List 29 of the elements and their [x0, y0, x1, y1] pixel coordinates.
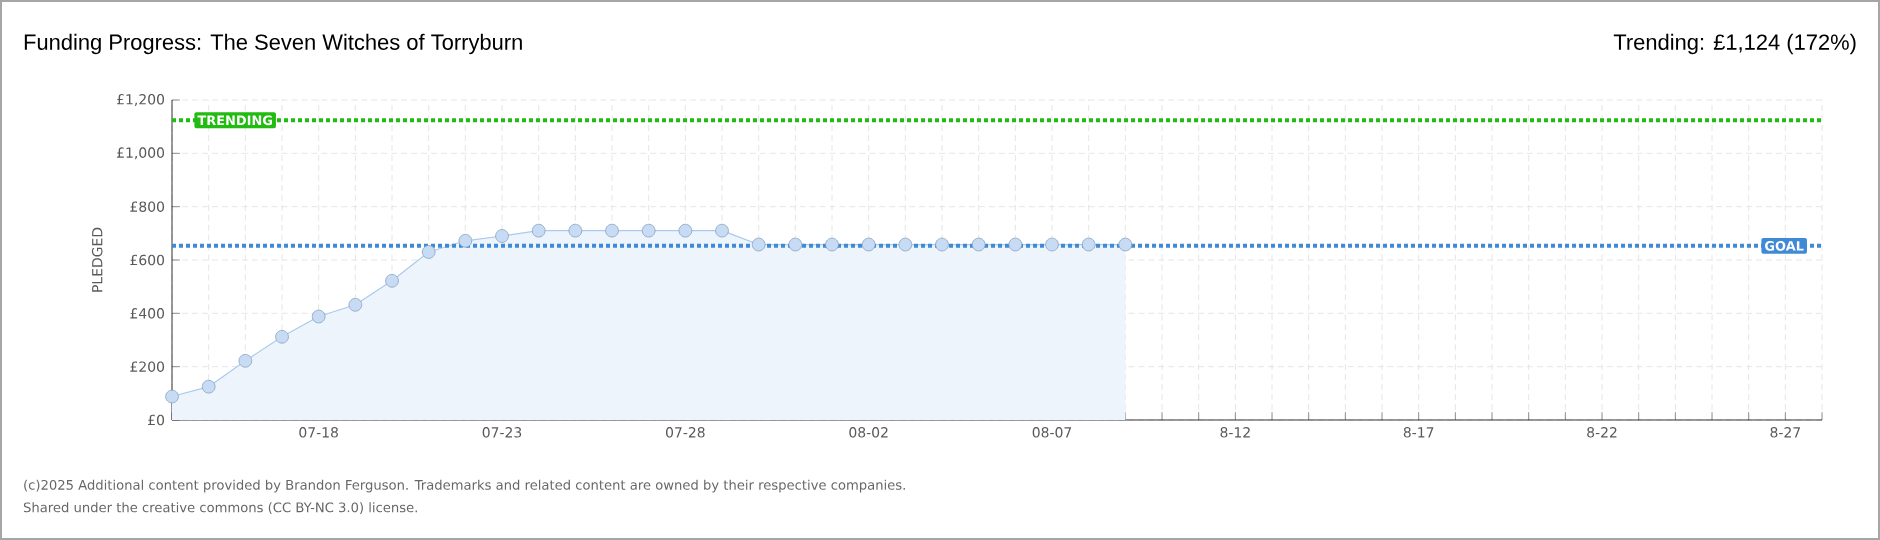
point: [385, 274, 399, 288]
point: [495, 229, 509, 243]
point: [1008, 237, 1023, 252]
chart-title: Funding Progress: The Seven Witches of Torryburn: [24, 33, 522, 55]
point: [275, 330, 289, 344]
point: [898, 237, 913, 252]
point: [238, 354, 253, 368]
point: [568, 223, 583, 238]
point: [458, 234, 473, 248]
point: [421, 245, 436, 259]
point: [1045, 237, 1059, 252]
point: [1081, 237, 1096, 252]
point: [678, 223, 693, 238]
point: [971, 237, 986, 252]
point: [935, 237, 949, 252]
point: [165, 389, 179, 404]
point: [1118, 237, 1133, 252]
point: [751, 237, 766, 252]
point: [715, 223, 729, 238]
point: [641, 223, 656, 238]
point: [605, 223, 619, 238]
point: [825, 237, 839, 252]
point: [201, 379, 216, 394]
point: [348, 298, 363, 312]
point: [861, 237, 876, 252]
point: [531, 223, 546, 238]
chart-subtitle: Trending: £1,124 (172%): [1613, 33, 1856, 55]
point: [311, 309, 326, 324]
point: [788, 237, 803, 252]
